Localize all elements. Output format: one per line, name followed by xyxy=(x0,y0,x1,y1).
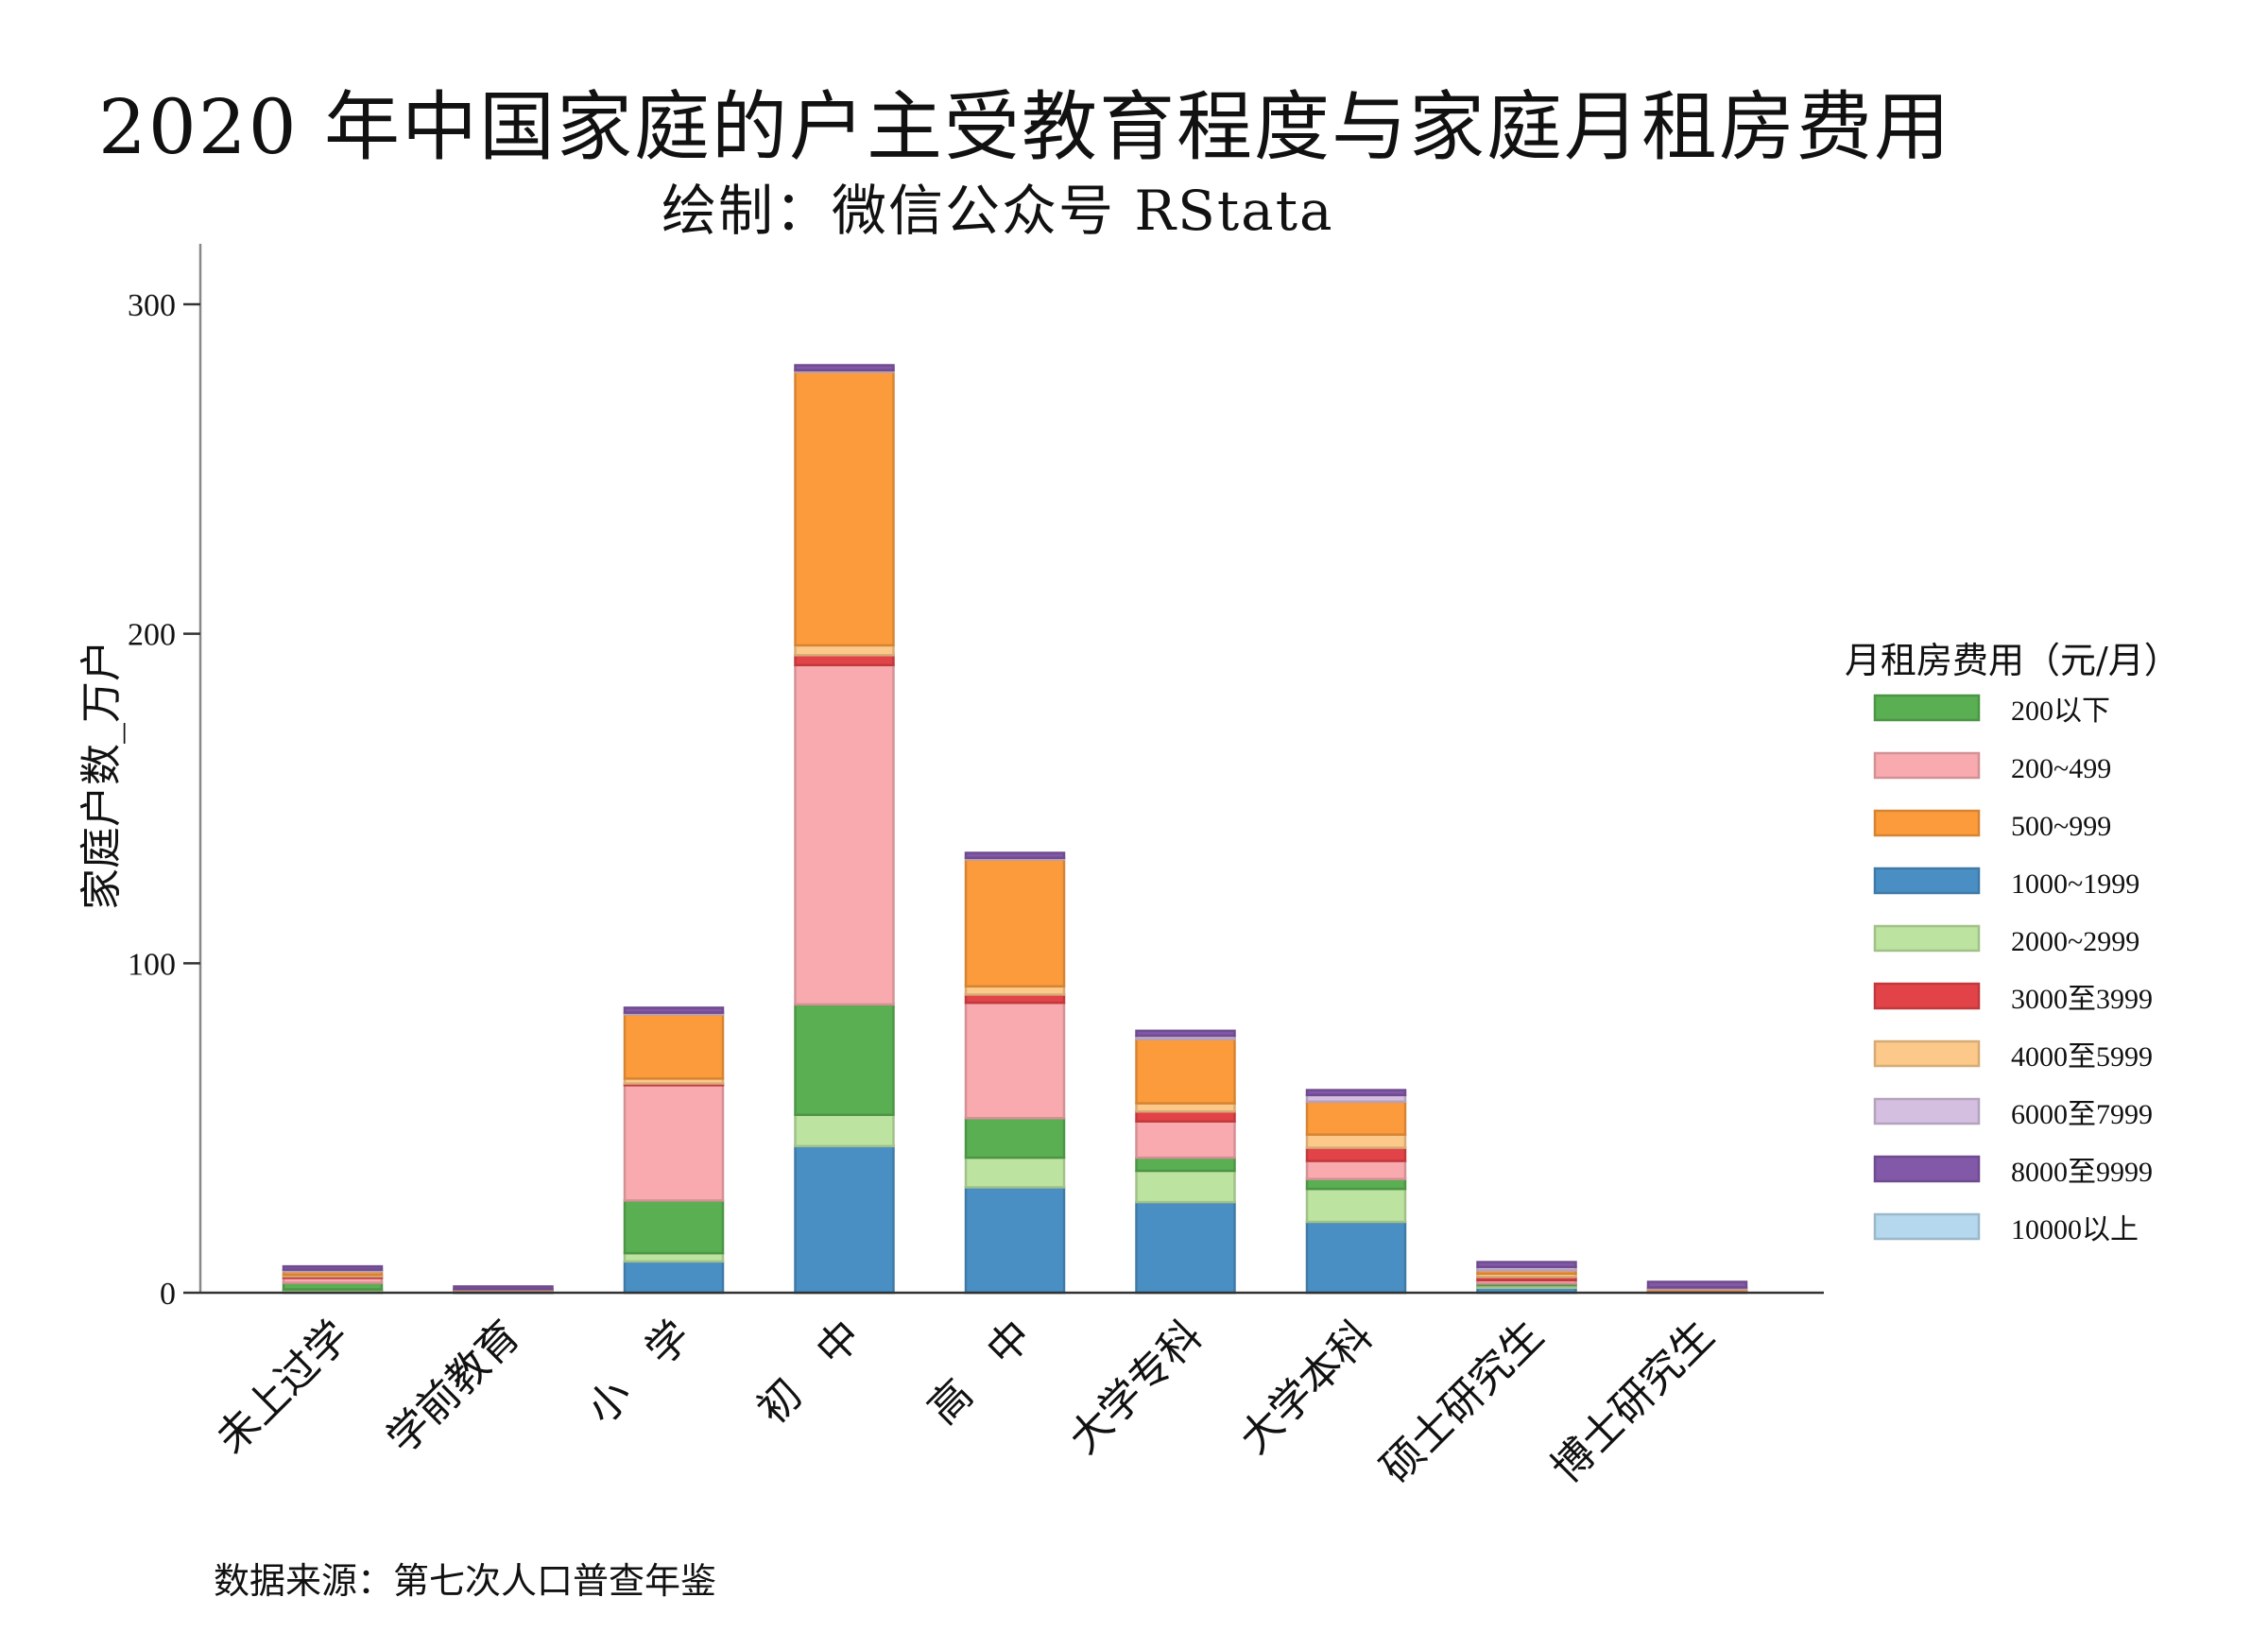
x-tick-label: 大学本科 xyxy=(1230,1312,1383,1464)
chart-subtitle: 绘制：微信公众号 RStata xyxy=(662,179,1334,243)
y-tick-label: 200 xyxy=(128,618,176,653)
bar-segment xyxy=(794,654,895,667)
axes: 未上过学 学前教育小 学初 中高 中大学专科 大学本科硕士研究生博士研究生 0 100 2… xyxy=(77,244,1824,1492)
bar-segment xyxy=(623,1251,725,1263)
legend-label: 3000至3999 xyxy=(2011,984,2153,1015)
bar-segment xyxy=(1135,1169,1236,1204)
bar-segment xyxy=(1135,1038,1236,1105)
y-tick-label: 300 xyxy=(128,288,176,323)
bar-segment xyxy=(1135,1156,1236,1173)
bar-segment xyxy=(794,364,895,371)
bar-segment xyxy=(964,1116,1066,1159)
legend-swatch xyxy=(1873,1155,1981,1183)
legend-swatch xyxy=(1873,1039,1981,1068)
bar-segment xyxy=(1305,1177,1407,1191)
y-tick-label: 100 xyxy=(128,947,176,982)
x-tick-label: 博士研究生 xyxy=(1542,1312,1724,1493)
bar-segment xyxy=(1135,1109,1236,1123)
bar-segment xyxy=(623,1084,725,1202)
bar-segment xyxy=(794,1144,895,1295)
legend: 月租房费用（元/月） 200以下 200~499 500~999 1000~1999 20… xyxy=(1845,640,2180,1245)
x-tick-label: 大学专科 xyxy=(1060,1312,1212,1464)
bar-segment xyxy=(1305,1146,1407,1162)
bar-segment xyxy=(623,1199,725,1255)
bar-segment xyxy=(964,1186,1066,1295)
bar-segment xyxy=(964,985,1066,996)
legend-swatch xyxy=(1873,694,1981,722)
bar-segment xyxy=(964,1001,1066,1120)
legend-title: 月租房费用（元/月） xyxy=(1845,640,2180,681)
legend-label: 2000~2999 xyxy=(2011,926,2139,957)
legend-swatch xyxy=(1873,867,1981,895)
bar-segment xyxy=(1135,1200,1236,1295)
legend-swatch xyxy=(1873,924,1981,953)
legend-swatch xyxy=(1873,809,1981,837)
legend-swatch xyxy=(1873,1097,1981,1125)
y-tick-label: 0 xyxy=(160,1277,176,1312)
legend-label: 500~999 xyxy=(2011,811,2111,842)
chart-title: 2020 年中国家庭的户主受教育程度与家庭月租房费用 xyxy=(98,83,1952,171)
bar-segment xyxy=(1135,1120,1236,1159)
bar-segment xyxy=(794,663,895,1006)
y-axis-label: 家庭户数_万户 xyxy=(77,640,126,910)
bar-segment xyxy=(1305,1100,1407,1136)
chart-caption: 数据来源：第七次人口普查年鉴 xyxy=(214,1560,717,1602)
legend-swatch xyxy=(1873,751,1981,780)
bar-segment xyxy=(623,1006,725,1014)
bar-segment xyxy=(794,644,895,657)
bar-segment xyxy=(1305,1159,1407,1180)
bar-segment xyxy=(282,1264,384,1271)
bar-segment xyxy=(794,1113,895,1148)
plot-area xyxy=(282,364,1748,1295)
bar-segment xyxy=(1646,1280,1748,1289)
legend-label: 10000以上 xyxy=(2011,1214,2139,1245)
legend-label: 200以下 xyxy=(2011,696,2110,727)
legend-label: 1000~1999 xyxy=(2011,868,2139,900)
x-tick-label: 初 中 xyxy=(748,1312,870,1434)
bar-segment xyxy=(623,1260,725,1295)
bar-segment xyxy=(1305,1220,1407,1295)
bar-segment xyxy=(794,370,895,647)
legend-label: 8000至9999 xyxy=(2011,1157,2153,1188)
bar-segment xyxy=(1135,1029,1236,1038)
bar-segment xyxy=(1305,1089,1407,1097)
x-tick-label: 硕士研究生 xyxy=(1372,1312,1554,1493)
bar-segment xyxy=(623,1013,725,1080)
bar-segment xyxy=(1305,1187,1407,1224)
x-tick-label: 高 中 xyxy=(919,1312,1040,1434)
legend-label: 4000至5999 xyxy=(2011,1041,2153,1073)
legend-label: 6000至7999 xyxy=(2011,1099,2153,1130)
bar-segment xyxy=(1476,1261,1577,1269)
bar-segment xyxy=(964,993,1066,1005)
bar-segment xyxy=(964,858,1066,988)
bar-segment xyxy=(1305,1133,1407,1149)
bar-segment xyxy=(964,851,1066,860)
x-tick-label: 小 学 xyxy=(577,1312,699,1434)
x-tick-label: 未上过学 xyxy=(207,1312,359,1464)
bar-segment xyxy=(1135,1102,1236,1113)
bar-segment xyxy=(964,1156,1066,1189)
legend-swatch xyxy=(1873,982,1981,1010)
x-tick-label: 学前教育 xyxy=(378,1312,530,1464)
legend-label: 200~499 xyxy=(2011,753,2111,784)
bar-segment xyxy=(794,1003,895,1116)
bar-segment xyxy=(453,1285,554,1291)
legend-swatch xyxy=(1873,1212,1981,1241)
